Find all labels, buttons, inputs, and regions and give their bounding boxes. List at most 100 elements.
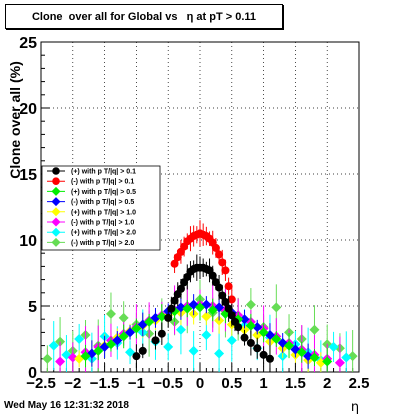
- data-point: [211, 243, 220, 252]
- y-tick-label: 5: [28, 299, 37, 316]
- data-point: [170, 259, 179, 268]
- data-point: [245, 299, 256, 310]
- data-point: [284, 340, 295, 351]
- data-point: [74, 334, 85, 344]
- data-point: [218, 258, 227, 267]
- series-0-group: [132, 254, 274, 372]
- data-point: [175, 324, 186, 335]
- data-point: [118, 331, 129, 342]
- data-point: [315, 357, 326, 368]
- data-point: [195, 302, 205, 313]
- data-point: [163, 341, 174, 352]
- data-point: [132, 352, 141, 361]
- data-point: [80, 351, 91, 362]
- chart-title-box: Clone over all for Global vs η at pT > 0…: [5, 4, 283, 29]
- legend-label: (-) with p T/|q| > 0.5: [71, 199, 134, 206]
- data-point: [271, 302, 282, 313]
- data-point: [167, 304, 176, 313]
- data-point: [252, 322, 263, 333]
- legend-label: (-) with p T/|q| > 0.1: [71, 179, 134, 186]
- data-point: [296, 347, 307, 358]
- data-point: [334, 357, 345, 368]
- data-point: [201, 311, 212, 322]
- data-point: [218, 291, 227, 300]
- data-point: [341, 352, 352, 363]
- data-point: [322, 356, 333, 367]
- x-tick-label: 0: [196, 375, 204, 392]
- data-point: [234, 323, 243, 332]
- data-point: [309, 324, 320, 335]
- legend-label: (+) with p T/|q| > 2.0: [71, 230, 136, 237]
- data-point: [303, 351, 314, 362]
- series-2-group: [80, 294, 333, 372]
- data-point: [253, 344, 262, 353]
- y-tick-label: 20: [19, 101, 37, 118]
- data-point: [170, 296, 179, 305]
- data-point: [67, 352, 78, 363]
- data-point: [221, 298, 230, 307]
- data-point: [201, 330, 212, 341]
- x-axis-label: η: [351, 400, 359, 414]
- data-point: [182, 303, 193, 314]
- y-tick-label: 0: [28, 365, 37, 382]
- data-point: [309, 352, 320, 363]
- x-tick-label: 1: [259, 375, 267, 392]
- data-point: [240, 333, 249, 342]
- legend-label: (-) with p T/|q| > 1.0: [71, 220, 134, 227]
- data-point: [176, 284, 185, 293]
- data-point: [144, 316, 155, 327]
- legend-label: (+) with p T/|q| > 1.0: [71, 209, 136, 216]
- data-point: [105, 308, 116, 319]
- y-tick-label: 10: [19, 233, 37, 250]
- data-point: [150, 312, 161, 323]
- data-point: [112, 335, 123, 346]
- data-point: [245, 320, 256, 331]
- data-point: [239, 314, 250, 325]
- data-point: [224, 304, 233, 313]
- x-tick-label: −2.5: [26, 375, 56, 392]
- data-point: [175, 302, 186, 313]
- data-point: [215, 250, 224, 259]
- data-point: [131, 323, 142, 334]
- data-point: [246, 338, 255, 347]
- y-tick-label: 15: [19, 167, 37, 184]
- data-point: [93, 345, 104, 356]
- data-point: [118, 312, 129, 323]
- legend-label: (+) with p T/|q| > 0.5: [71, 189, 136, 196]
- data-point: [55, 356, 66, 367]
- chart-title: Clone over all for Global vs η at pT > 0…: [31, 10, 257, 23]
- data-point: [42, 353, 53, 364]
- data-point: [105, 339, 116, 350]
- series-1-group: [170, 220, 236, 313]
- data-point: [151, 336, 160, 345]
- data-point: [221, 266, 230, 275]
- x-tick-label: 2.5: [349, 375, 370, 392]
- legend-box: [41, 165, 161, 251]
- data-point: [215, 283, 224, 292]
- x-tick-label: −1: [128, 375, 145, 392]
- x-tick-label: −0.5: [153, 375, 183, 392]
- data-point: [258, 327, 269, 338]
- data-point: [125, 347, 136, 358]
- data-point: [125, 327, 136, 338]
- legend-label: (-) with p T/|q| > 2.0: [71, 240, 134, 247]
- x-tick-label: −1.5: [90, 375, 120, 392]
- data-point: [259, 350, 268, 359]
- data-point: [164, 313, 173, 322]
- x-tick-label: 2: [323, 375, 331, 392]
- x-tick-label: 1.5: [285, 375, 306, 392]
- x-tick-label: −2: [64, 375, 81, 392]
- timestamp-label: Wed May 16 12:31:32 2018: [4, 400, 129, 411]
- data-point: [188, 345, 199, 356]
- data-point: [265, 354, 274, 363]
- data-point: [157, 329, 166, 338]
- data-point: [271, 334, 282, 344]
- data-point: [208, 271, 217, 280]
- data-point: [214, 348, 225, 359]
- y-tick-label: 25: [19, 35, 37, 52]
- data-point: [138, 346, 147, 355]
- data-point: [347, 351, 358, 362]
- legend-label: (+) with p T/|q| > 0.1: [71, 169, 136, 176]
- data-point: [156, 311, 167, 322]
